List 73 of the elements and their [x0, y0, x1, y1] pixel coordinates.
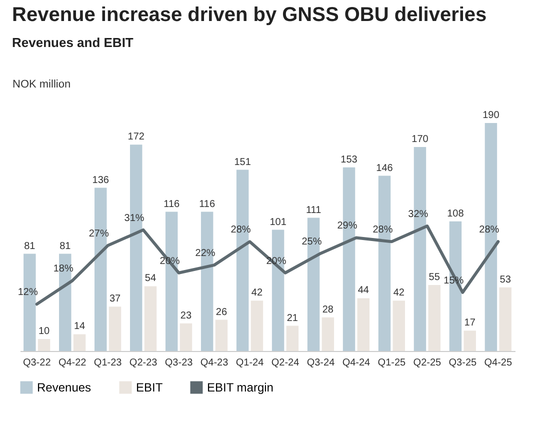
data-label: 29% [337, 220, 358, 232]
bar [464, 330, 476, 351]
data-label: 136 [92, 174, 110, 186]
x-tick-label: Q3-22 [22, 358, 52, 368]
data-label: 32% [408, 209, 428, 220]
x-tick-label: Q4-22 [58, 358, 87, 368]
data-label: 28% [372, 224, 393, 236]
x-tick-label: Q2-25 [413, 358, 442, 368]
x-tick-label: Q1-24 [236, 358, 264, 368]
bar [357, 298, 370, 351]
x-tick-label: Q3-23 [164, 358, 194, 368]
x-tick-label: Q1-23 [94, 358, 122, 368]
data-label: 42 [393, 288, 405, 299]
data-label: 55 [428, 272, 440, 283]
data-label: 28% [479, 224, 500, 236]
data-label: 108 [447, 208, 464, 220]
data-label: 42 [251, 288, 263, 299]
data-label: 44 [358, 285, 370, 296]
bar [428, 285, 440, 351]
bar [38, 339, 50, 351]
x-tick-label: Q3-24 [306, 358, 336, 368]
data-label: 111 [306, 204, 322, 216]
bar [73, 334, 86, 351]
bar [144, 286, 157, 351]
data-label: 10 [38, 326, 50, 337]
legend-label: EBIT [136, 380, 164, 395]
data-label: 23 [180, 310, 192, 322]
data-label: 116 [199, 198, 216, 210]
bar [286, 326, 299, 351]
data-label: 53 [500, 274, 512, 286]
data-label: 37 [109, 294, 122, 305]
data-label: 17 [464, 318, 476, 329]
data-label: 12% [18, 287, 38, 298]
bar [322, 317, 334, 351]
data-label: 170 [412, 134, 429, 145]
data-label: 101 [270, 216, 287, 228]
data-label: 172 [128, 132, 145, 143]
data-label: 151 [234, 156, 252, 168]
data-label: 81 [60, 240, 72, 252]
bar [180, 323, 192, 351]
data-label: 116 [164, 198, 180, 210]
data-label: 25% [302, 236, 322, 248]
x-tick-label: Q3-25 [448, 358, 477, 368]
data-label: 26 [216, 306, 228, 318]
data-label: 28 [322, 304, 334, 316]
legend-label: Revenues [37, 380, 92, 395]
x-tick-label: Q4-23 [200, 358, 229, 368]
data-label: 14 [74, 321, 86, 332]
x-tick-label: Q2-24 [271, 358, 300, 368]
data-label: 31% [124, 212, 144, 224]
data-label: 153 [340, 154, 358, 166]
chart-title: Revenue increase driven by GNSS OBU deliveries [12, 4, 487, 26]
data-label: 28% [230, 224, 251, 236]
data-label: 21 [286, 312, 298, 324]
data-label: 54 [144, 273, 156, 284]
bar [499, 287, 512, 351]
x-tick-label: Q4-24 [342, 358, 371, 368]
bar [392, 300, 405, 351]
x-tick-label: Q1-25 [378, 358, 406, 368]
chart-subtitle: Revenues and EBIT [12, 35, 134, 50]
data-label: 146 [376, 162, 394, 174]
data-label: 81 [24, 240, 36, 252]
bar [108, 306, 122, 351]
bar [250, 300, 264, 351]
bar [215, 320, 228, 351]
data-label: 190 [482, 110, 500, 121]
data-label: 27% [88, 228, 109, 240]
data-label: 22% [195, 248, 216, 260]
data-label: 18% [53, 264, 74, 275]
legend-label: EBIT margin [207, 380, 274, 395]
x-tick-label: Q4-25 [484, 358, 512, 368]
x-tick-label: Q2-23 [129, 358, 158, 368]
y-axis-title: NOK million [12, 78, 71, 90]
